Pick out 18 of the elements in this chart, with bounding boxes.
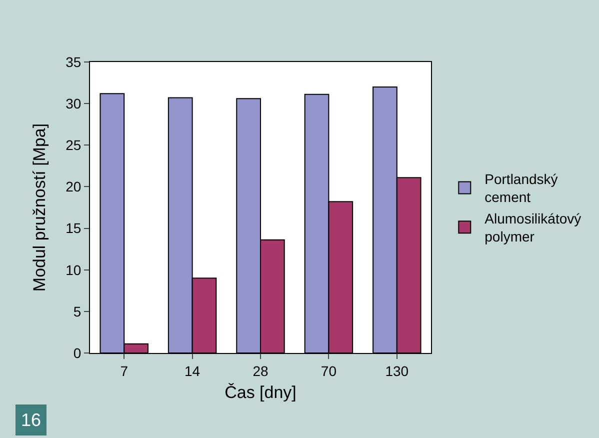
y-axis-title: Modul pružností [Mpa]	[30, 123, 50, 292]
legend-label: Portlandský cement	[484, 171, 558, 206]
x-tick-label: 28	[252, 362, 268, 379]
x-tick-label: 14	[184, 362, 200, 379]
y-tick-label: 30	[66, 95, 82, 112]
x-tick-label: 70	[320, 362, 337, 379]
x-axis-title: Čas [dny]	[224, 383, 296, 402]
y-tick-label: 25	[66, 137, 82, 154]
y-tick-label: 35	[66, 54, 82, 70]
y-tick-label: 5	[73, 303, 82, 320]
y-tick-label: 15	[66, 220, 82, 236]
x-tick-label: 7	[120, 362, 128, 379]
text: 16	[21, 410, 42, 430]
x-tick-label: 130	[385, 362, 409, 379]
y-tick-label: 20	[66, 178, 82, 195]
legend-label: Alumosilikátový polymer	[484, 210, 582, 245]
y-tick-label: 10	[66, 262, 82, 278]
y-tick-label: 0	[73, 344, 82, 361]
